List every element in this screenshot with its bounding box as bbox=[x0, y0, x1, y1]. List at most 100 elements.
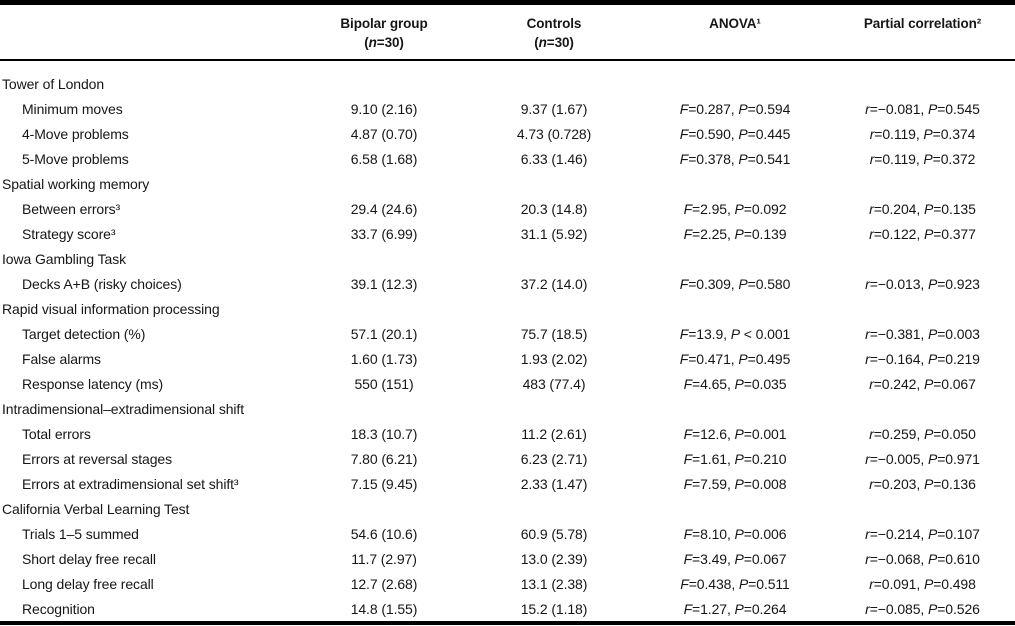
anova-value: F=8.10, P=0.006 bbox=[683, 525, 787, 542]
section-row: Intradimensional–extradimensional shift bbox=[0, 396, 1015, 421]
anova-value: F=0.378, P=0.541 bbox=[679, 150, 791, 167]
anova-value: F=1.27, P=0.264 bbox=[683, 600, 787, 617]
measure-label: False alarms bbox=[22, 350, 101, 367]
partial-correlation-value: r=0.203, P=0.136 bbox=[869, 475, 976, 492]
bipolar-value: 4.87 (0.70) bbox=[350, 125, 418, 142]
partial-correlation-value: r=−0.081, P=0.545 bbox=[865, 100, 980, 117]
section-row: Rapid visual information processing bbox=[0, 296, 1015, 321]
section-label: Iowa Gambling Task bbox=[2, 250, 127, 267]
controls-value: 15.2 (1.18) bbox=[520, 600, 588, 617]
data-row: Long delay free recall 12.7 (2.68) 13.1 (2… bbox=[0, 571, 1015, 596]
partial-correlation-value: r=−0.164, P=0.219 bbox=[865, 350, 980, 367]
bipolar-value: 6.58 (1.68) bbox=[350, 150, 418, 167]
bipolar-value: 57.1 (20.1) bbox=[350, 325, 418, 342]
table-header: Bipolar group (n=30) Controls (n=30) ANO… bbox=[0, 2, 1015, 61]
bipolar-value: 14.8 (1.55) bbox=[350, 600, 418, 617]
data-row: 5-Move problems 6.58 (1.68) 6.33 (1.46) F=0… bbox=[0, 146, 1015, 171]
controls-value: 4.73 (0.728) bbox=[516, 125, 592, 142]
controls-value: 13.1 (2.38) bbox=[520, 575, 588, 592]
section-row: Spatial working memory bbox=[0, 171, 1015, 196]
anova-value: F=0.590, P=0.445 bbox=[679, 125, 791, 142]
data-row: Total errors 18.3 (10.7) 11.2 (2.61) F=12.6… bbox=[0, 421, 1015, 446]
anova-value: F=3.49, P=0.067 bbox=[683, 550, 787, 567]
bipolar-value: 9.10 (2.16) bbox=[350, 100, 418, 117]
controls-value: 483 (77.4) bbox=[522, 375, 586, 392]
bipolar-value: 29.4 (24.6) bbox=[350, 200, 418, 217]
bipolar-value: 550 (151) bbox=[354, 375, 414, 392]
controls-value: 37.2 (14.0) bbox=[520, 275, 588, 292]
measure-label: Minimum moves bbox=[22, 100, 123, 117]
data-row: Strategy score³ 33.7 (6.99) 31.1 (5.92) F=2… bbox=[0, 221, 1015, 246]
data-row: Trials 1–5 summed 54.6 (10.6) 60.9 (5.78) F… bbox=[0, 521, 1015, 546]
anova-value: F=2.25, P=0.139 bbox=[683, 225, 787, 242]
partial-correlation-value: r=−0.013, P=0.923 bbox=[865, 275, 980, 292]
measure-label: Total errors bbox=[22, 425, 91, 442]
data-row: Decks A+B (risky choices) 39.1 (12.3) 37.2… bbox=[0, 271, 1015, 296]
bipolar-value: 39.1 (12.3) bbox=[350, 275, 418, 292]
bipolar-value: 54.6 (10.6) bbox=[350, 525, 418, 542]
data-row: Minimum moves 9.10 (2.16) 9.37 (1.67) F=0.2… bbox=[0, 96, 1015, 121]
data-row: 4-Move problems 4.87 (0.70) 4.73 (0.728) F=… bbox=[0, 121, 1015, 146]
anova-value: F=1.61, P=0.210 bbox=[683, 450, 787, 467]
controls-value: 75.7 (18.5) bbox=[520, 325, 588, 342]
header-controls-n: (n=30) bbox=[534, 35, 574, 50]
data-row: False alarms 1.60 (1.73) 1.93 (2.02) F=0.47… bbox=[0, 346, 1015, 371]
controls-value: 6.33 (1.46) bbox=[520, 150, 588, 167]
measure-label: Short delay free recall bbox=[22, 550, 156, 567]
measure-label: 5-Move problems bbox=[22, 150, 129, 167]
measure-label: Target detection (%) bbox=[22, 325, 146, 342]
partial-correlation-value: r=0.259, P=0.050 bbox=[869, 425, 976, 442]
header-bipolar-line1: Bipolar group bbox=[340, 16, 428, 31]
bipolar-value: 7.80 (6.21) bbox=[350, 450, 418, 467]
data-row: Short delay free recall 11.7 (2.97) 13.0 (… bbox=[0, 546, 1015, 571]
section-label: Intradimensional–extradimensional shift bbox=[2, 400, 245, 417]
partial-correlation-value: r=−0.214, P=0.107 bbox=[865, 525, 980, 542]
partial-correlation-value: r=−0.085, P=0.526 bbox=[865, 600, 980, 617]
partial-correlation-value: r=0.119, P=0.372 bbox=[869, 150, 976, 167]
measure-label: Trials 1–5 summed bbox=[22, 525, 139, 542]
controls-value: 9.37 (1.67) bbox=[520, 100, 588, 117]
controls-value: 60.9 (5.78) bbox=[520, 525, 588, 542]
controls-value: 31.1 (5.92) bbox=[520, 225, 588, 242]
header-measure bbox=[0, 2, 300, 61]
partial-correlation-value: r=0.204, P=0.135 bbox=[869, 200, 976, 217]
measure-label: Recognition bbox=[22, 600, 95, 617]
bipolar-value: 33.7 (6.99) bbox=[350, 225, 418, 242]
data-row: Errors at reversal stages 7.80 (6.21) 6.23… bbox=[0, 446, 1015, 471]
partial-correlation-value: r=−0.381, P=0.003 bbox=[865, 325, 980, 342]
partial-correlation-value: r=−0.005, P=0.971 bbox=[865, 450, 980, 467]
header-row: Bipolar group (n=30) Controls (n=30) ANO… bbox=[0, 2, 1015, 61]
header-controls-line1: Controls bbox=[526, 16, 582, 31]
bipolar-value: 12.7 (2.68) bbox=[350, 575, 418, 592]
controls-value: 1.93 (2.02) bbox=[520, 350, 588, 367]
anova-value: F=0.287, P=0.594 bbox=[679, 100, 791, 117]
data-row: Response latency (ms) 550 (151) 483 (77.4)… bbox=[0, 371, 1015, 396]
section-label: Spatial working memory bbox=[2, 175, 150, 192]
bipolar-value: 18.3 (10.7) bbox=[350, 425, 418, 442]
bipolar-value: 7.15 (9.45) bbox=[350, 475, 418, 492]
header-bipolar-group: Bipolar group (n=30) bbox=[300, 2, 468, 61]
controls-value: 11.2 (2.61) bbox=[521, 425, 587, 442]
bipolar-value: 11.7 (2.97) bbox=[351, 550, 417, 567]
anova-value: F=0.438, P=0.511 bbox=[680, 575, 790, 592]
partial-correlation-value: r=0.122, P=0.377 bbox=[869, 225, 976, 242]
controls-value: 6.23 (2.71) bbox=[520, 450, 588, 467]
controls-value: 13.0 (2.39) bbox=[520, 550, 588, 567]
header-bipolar-n: (n=30) bbox=[364, 35, 404, 50]
header-partial-correlation: Partial correlation² bbox=[830, 2, 1015, 61]
anova-value: F=13.9, P < 0.001 bbox=[679, 325, 791, 342]
anova-value: F=12.6, P=0.001 bbox=[683, 425, 787, 442]
controls-value: 2.33 (1.47) bbox=[520, 475, 588, 492]
header-anova: ANOVA¹ bbox=[640, 2, 830, 61]
section-row: Iowa Gambling Task bbox=[0, 246, 1015, 271]
section-row: Tower of London bbox=[0, 60, 1015, 96]
controls-value: 20.3 (14.8) bbox=[520, 200, 588, 217]
header-controls-group: Controls (n=30) bbox=[468, 2, 640, 61]
anova-value: F=0.309, P=0.580 bbox=[679, 275, 791, 292]
measure-label: Errors at reversal stages bbox=[22, 450, 172, 467]
measure-label: Strategy score³ bbox=[22, 225, 116, 242]
measure-label: Decks A+B (risky choices) bbox=[22, 275, 182, 292]
partial-correlation-value: r=0.091, P=0.498 bbox=[869, 575, 976, 592]
data-row: Target detection (%) 57.1 (20.1) 75.7 (18.… bbox=[0, 321, 1015, 346]
